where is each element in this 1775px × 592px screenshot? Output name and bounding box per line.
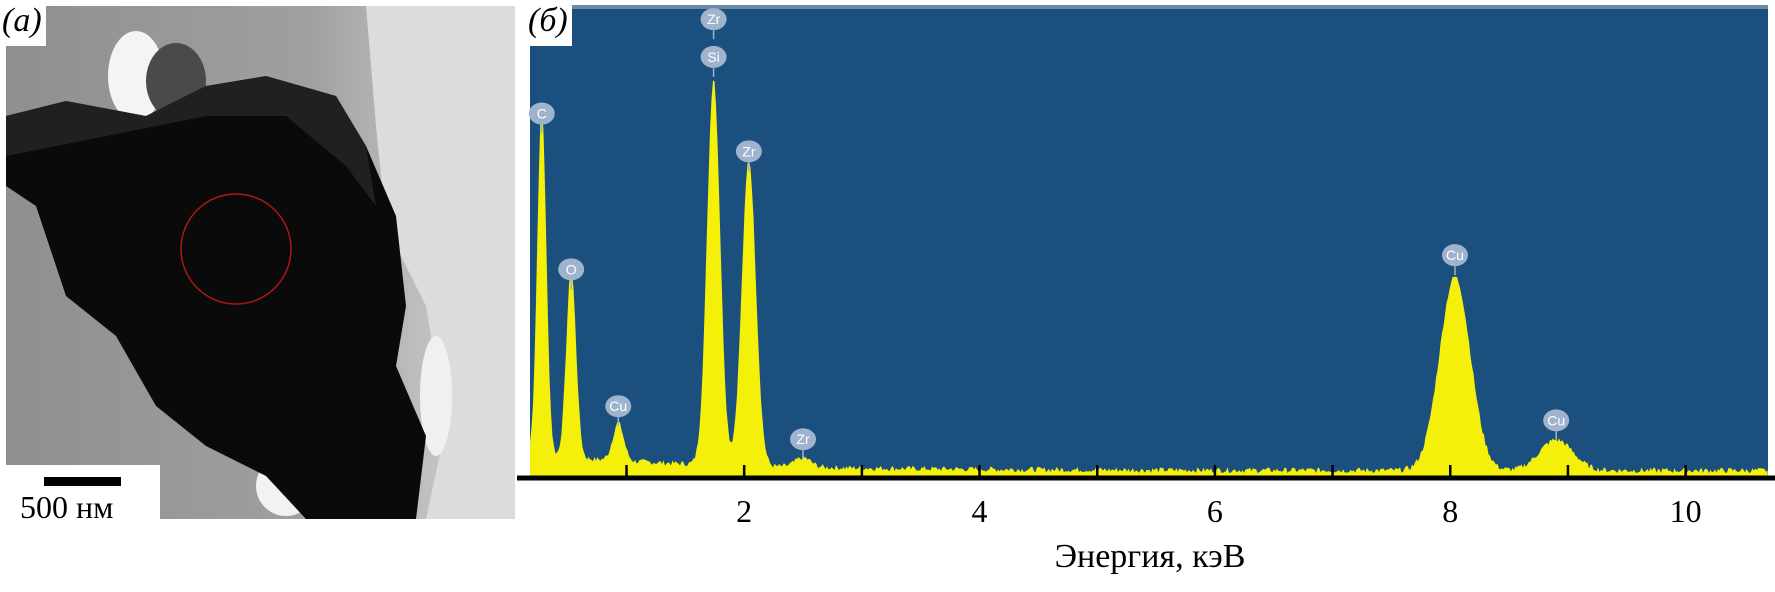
- x-tick-label: 8: [1442, 493, 1458, 529]
- peak-label-cu: Cu: [1441, 244, 1468, 276]
- peak-label-cu: Cu: [605, 395, 632, 427]
- peak-label-text: Cu: [609, 398, 627, 414]
- tem-particle: [6, 76, 426, 519]
- peak-label-zr: Zr: [735, 140, 762, 172]
- peak-label-badge: [558, 258, 585, 281]
- peak-label-badge: [605, 395, 632, 418]
- x-tick-label: 6: [1207, 493, 1223, 529]
- tem-micrograph: [6, 6, 515, 519]
- peak-label-text: Si: [707, 49, 719, 65]
- spectrum-area: [530, 80, 1768, 478]
- analysis-area-circle: [180, 193, 292, 305]
- tem-support-film: [366, 6, 515, 519]
- x-tick-label: 4: [972, 493, 988, 529]
- tem-image-panel: (a) 500 нм: [0, 0, 515, 525]
- peak-label-text: Zr: [707, 11, 721, 27]
- peak-label-badge: [528, 102, 555, 125]
- peak-label-badge: [700, 45, 727, 68]
- panel-b-label: (б): [526, 0, 572, 46]
- peak-label-zr: Zr: [790, 428, 817, 460]
- peak-label-cu: Cu: [1543, 409, 1570, 441]
- peak-label-badge: [700, 8, 727, 31]
- peak-label-text: Cu: [1547, 412, 1565, 428]
- x-tick-label: 2: [736, 493, 752, 529]
- peak-label-badge: [1441, 244, 1468, 267]
- peak-label-text: Zr: [796, 431, 810, 447]
- plot-background: [530, 5, 1768, 477]
- peak-label-badge: [1543, 409, 1570, 432]
- peak-label-text: Zr: [742, 143, 756, 159]
- peak-label-text: Cu: [1446, 247, 1464, 263]
- peak-label-badge: [790, 428, 817, 451]
- scale-bar-box: 500 нм: [0, 465, 160, 525]
- scale-bar: [44, 477, 121, 486]
- peak-label-o: O: [558, 258, 585, 290]
- x-axis-label: Энергия, кэВ: [1055, 538, 1246, 575]
- panel-a-label: (a): [0, 0, 46, 46]
- scale-bar-text: 500 нм: [20, 489, 114, 525]
- peak-label-badge: [735, 140, 762, 163]
- x-tick-label: 10: [1670, 493, 1702, 529]
- peak-label-text: C: [537, 106, 547, 122]
- peak-label-si: Si: [700, 45, 727, 77]
- peak-label-text: O: [566, 261, 577, 277]
- peak-label-c: C: [528, 102, 555, 134]
- peak-label-zr: Zr: [700, 8, 727, 40]
